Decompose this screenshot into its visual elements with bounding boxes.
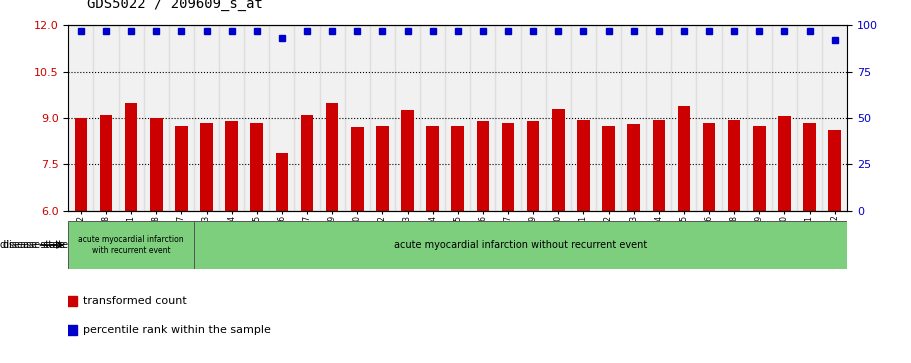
Bar xyxy=(326,102,338,211)
Bar xyxy=(646,25,671,211)
Bar xyxy=(722,25,747,211)
Bar xyxy=(276,154,288,211)
Bar xyxy=(552,109,565,211)
Bar xyxy=(678,106,691,211)
Bar xyxy=(578,119,589,211)
Bar xyxy=(502,123,515,211)
Text: percentile rank within the sample: percentile rank within the sample xyxy=(83,325,271,335)
Bar xyxy=(778,117,791,211)
Bar xyxy=(99,115,112,211)
Bar xyxy=(194,221,847,269)
Bar xyxy=(194,25,219,211)
Bar xyxy=(426,126,439,211)
Bar xyxy=(728,119,741,211)
Bar xyxy=(445,25,470,211)
Bar xyxy=(376,126,389,211)
Text: disease state: disease state xyxy=(4,240,68,250)
Text: transformed count: transformed count xyxy=(83,297,187,306)
Bar xyxy=(797,25,822,211)
Bar xyxy=(169,25,194,211)
Bar xyxy=(320,25,344,211)
Bar xyxy=(753,126,765,211)
Bar xyxy=(395,25,420,211)
Bar xyxy=(804,123,816,211)
Bar xyxy=(244,25,270,211)
Bar xyxy=(219,25,244,211)
Bar xyxy=(596,25,621,211)
Bar xyxy=(68,25,94,211)
Bar xyxy=(628,124,640,211)
Bar xyxy=(401,110,414,211)
Bar xyxy=(150,118,162,211)
Bar xyxy=(571,25,596,211)
Bar xyxy=(420,25,445,211)
Text: GDS5022 / 209609_s_at: GDS5022 / 209609_s_at xyxy=(87,0,262,11)
Bar xyxy=(68,221,194,269)
Bar xyxy=(520,25,546,211)
Bar xyxy=(294,25,320,211)
Bar xyxy=(370,25,395,211)
Bar xyxy=(546,25,571,211)
Bar xyxy=(344,25,370,211)
Bar xyxy=(225,121,238,211)
Bar xyxy=(144,25,169,211)
Bar xyxy=(697,25,722,211)
Bar xyxy=(476,121,489,211)
Bar xyxy=(828,130,841,211)
Bar xyxy=(75,118,87,211)
Bar xyxy=(602,126,615,211)
Bar xyxy=(702,123,715,211)
Bar xyxy=(772,25,797,211)
Bar xyxy=(527,121,539,211)
Bar xyxy=(351,127,363,211)
Text: acute myocardial infarction without recurrent event: acute myocardial infarction without recu… xyxy=(394,240,647,250)
Bar xyxy=(747,25,772,211)
Bar xyxy=(118,25,144,211)
Bar xyxy=(822,25,847,211)
Bar xyxy=(671,25,697,211)
Bar xyxy=(251,123,263,211)
Bar xyxy=(200,123,213,211)
Bar xyxy=(452,126,464,211)
Bar xyxy=(496,25,520,211)
Bar xyxy=(175,126,188,211)
Bar xyxy=(470,25,496,211)
Bar xyxy=(621,25,646,211)
Bar xyxy=(270,25,294,211)
Text: acute myocardial infarction
with recurrent event: acute myocardial infarction with recurre… xyxy=(78,235,184,255)
Text: disease state: disease state xyxy=(0,240,65,250)
Bar xyxy=(94,25,118,211)
Bar xyxy=(125,102,138,211)
Bar xyxy=(301,115,313,211)
Bar xyxy=(652,119,665,211)
